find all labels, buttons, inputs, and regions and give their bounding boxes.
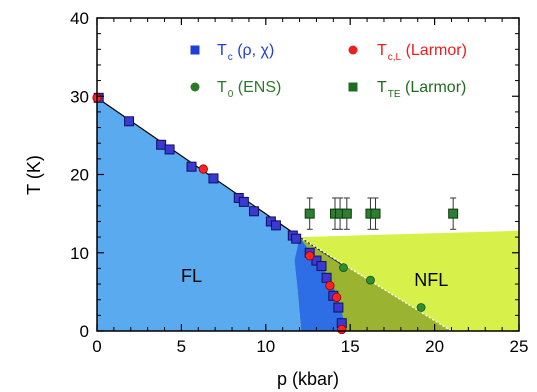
tc-point [291, 233, 302, 244]
legend-label: TTE (Larmor) [377, 79, 466, 100]
tte-point [341, 208, 352, 219]
y-tick-label: 20 [70, 166, 89, 185]
fit-line-dotted [299, 236, 452, 332]
axis-labels: p (kbar) T (K) FL NFL [24, 155, 448, 389]
y-tick-label: 10 [70, 244, 89, 263]
x-tick-label: 20 [425, 337, 444, 356]
tcl-point [325, 281, 335, 291]
legend-marker-square [190, 45, 200, 55]
legend-entry: TTE (Larmor) [348, 79, 466, 100]
tcl-point [332, 292, 342, 302]
tc-point [321, 272, 332, 283]
x-tick-label: 25 [510, 337, 529, 356]
tcl-point [305, 251, 315, 261]
t0-point [416, 303, 426, 312]
legend-entry: T0 (ENS) [190, 79, 281, 100]
tc-point [208, 173, 219, 184]
x-axis-label: p (kbar) [277, 369, 339, 389]
nfl-region-label: NFL [414, 270, 448, 290]
tc-point [316, 261, 327, 272]
legend-marker-circle [190, 82, 200, 92]
tcl-point [337, 324, 347, 335]
data-marks [92, 92, 459, 335]
tc-point [311, 255, 322, 266]
y-axis-label: T (K) [24, 155, 44, 195]
legend-entry: Tc,L (Larmor) [348, 42, 467, 63]
tc-point [333, 302, 344, 313]
tc-point [270, 220, 281, 231]
axis-ticks: 0 5 10 15 20 25 0 10 20 30 40 [70, 9, 528, 356]
x-tick-label: 15 [341, 337, 360, 356]
legend-label: Tc (ρ, χ) [217, 42, 274, 63]
fl-region-label: FL [181, 266, 202, 286]
legend-marker-circle [348, 45, 358, 55]
tc-point [186, 161, 197, 172]
tc-point [238, 196, 249, 207]
legend-label: T0 (ENS) [217, 79, 281, 100]
tc-point [164, 144, 175, 155]
x-tick-label: 0 [92, 337, 101, 356]
legend-entry: Tc (ρ, χ) [190, 42, 274, 63]
tc-point [124, 116, 135, 127]
t0-point [339, 263, 348, 273]
t0-point [366, 275, 375, 285]
fl-region-dark [294, 237, 346, 331]
tcl-point [198, 164, 208, 174]
tc-point [156, 139, 167, 150]
y-tick-label: 40 [70, 9, 89, 28]
fl-region [97, 97, 302, 331]
legend: Tc (ρ, χ) Tc,L (Larmor) T0 (ENS) TTE (Larmo… [190, 42, 467, 100]
legend-marker-square [348, 82, 358, 92]
tte-point [370, 208, 381, 219]
y-tick-label: 30 [70, 87, 89, 106]
y-tick-label: 0 [80, 322, 89, 341]
x-tick-label: 5 [177, 337, 186, 356]
tc-point [248, 206, 259, 217]
tte-point [304, 208, 315, 219]
legend-label: Tc,L (Larmor) [377, 42, 467, 63]
x-tick-label: 10 [256, 337, 275, 356]
tte-point [448, 208, 459, 219]
